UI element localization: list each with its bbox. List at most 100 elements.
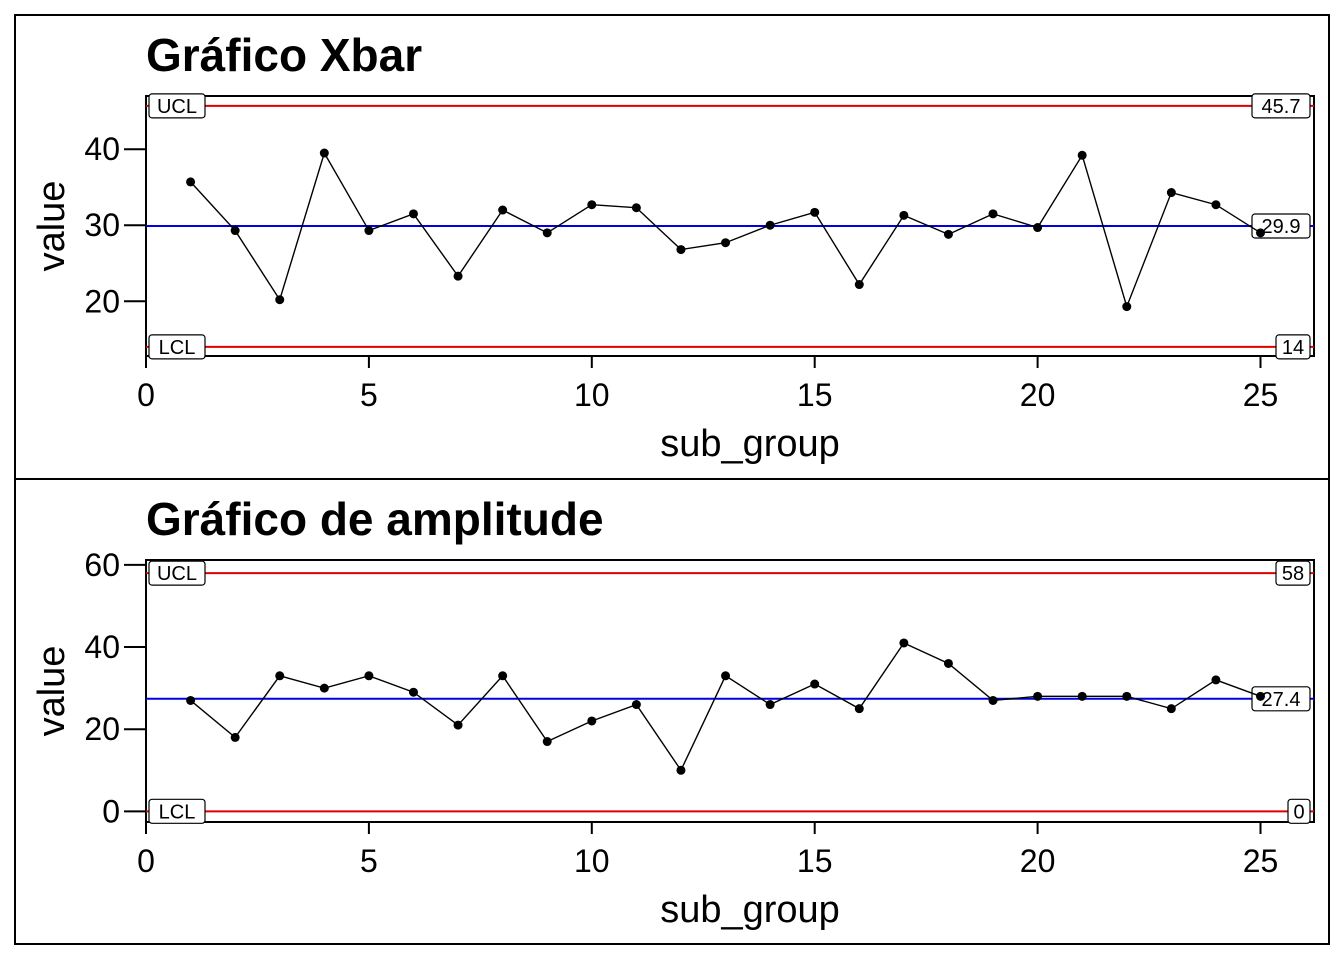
data-point: [1211, 200, 1221, 210]
data-point: [765, 700, 775, 710]
x-tick-label: 20: [1020, 377, 1056, 413]
ucl-value-label-box: [1275, 560, 1311, 586]
y-axis-label: value: [31, 646, 73, 737]
data-point: [453, 271, 463, 281]
data-point: [587, 716, 597, 726]
data-point: [943, 658, 953, 668]
x-tick-label: 10: [574, 377, 610, 413]
data-point: [408, 687, 418, 697]
y-tick-label: 60: [84, 547, 120, 583]
data-point: [943, 229, 953, 239]
data-point: [988, 695, 998, 705]
data-point: [1077, 691, 1087, 701]
lcl-value-label: 0: [1293, 801, 1304, 823]
data-point: [587, 200, 597, 210]
data-point: [1033, 691, 1043, 701]
data-point: [453, 720, 463, 730]
data-point: [988, 209, 998, 219]
lcl-name-label: LCL: [159, 801, 196, 823]
data-point: [810, 207, 820, 217]
data-point: [230, 226, 240, 236]
chart-title: Gráfico de amplitude: [146, 493, 604, 545]
x-axis-label: sub_group: [660, 423, 840, 465]
data-point: [1211, 675, 1221, 685]
ucl-value-label: 45.7: [1262, 96, 1301, 118]
lcl-name-label: LCL: [159, 337, 196, 359]
y-tick-label: 40: [84, 629, 120, 665]
data-point: [810, 679, 820, 689]
center-value-label-box: [1251, 686, 1311, 712]
center-value-label: 29.9: [1262, 216, 1301, 238]
data-point: [721, 238, 731, 248]
data-point: [498, 671, 508, 681]
data-point: [542, 228, 552, 238]
data-point: [186, 695, 196, 705]
data-point: [899, 638, 909, 648]
lcl-value-label-box: [1275, 334, 1311, 360]
data-point: [765, 220, 775, 230]
data-point: [1077, 150, 1087, 160]
data-point: [542, 737, 552, 747]
data-point: [676, 765, 686, 775]
x-tick-label: 15: [797, 843, 833, 879]
series-line: [190, 151, 1261, 309]
x-tick-label: 0: [137, 377, 155, 413]
x-tick-label: 5: [360, 843, 378, 879]
chart-title: Gráfico Xbar: [146, 29, 422, 81]
data-point: [676, 245, 686, 255]
ucl-name-label-box: [148, 93, 206, 119]
data-point: [408, 209, 418, 219]
y-tick-label: 30: [84, 207, 120, 243]
plot-area: [145, 559, 1315, 823]
data-point: [1166, 188, 1176, 198]
data-point: [631, 203, 641, 213]
data-point: [230, 732, 240, 742]
ucl-value-label: 58: [1282, 563, 1304, 585]
data-point: [1256, 691, 1266, 701]
series-line: [190, 642, 1261, 772]
data-point: [899, 210, 909, 220]
lcl-name-label-box: [148, 798, 206, 824]
x-tick-label: 10: [574, 843, 610, 879]
data-point: [1033, 223, 1043, 233]
ucl-name-label: UCL: [157, 96, 197, 118]
data-point: [275, 295, 285, 305]
data-point: [1166, 704, 1176, 714]
y-tick-label: 20: [84, 283, 120, 319]
data-point: [631, 700, 641, 710]
lcl-value-label-box: [1287, 798, 1311, 824]
data-point: [854, 280, 864, 290]
range-chart-panel: Gráfico de amplitude 58 UCL 27.4 0 LCL 0 5 10 15 2…: [14, 478, 1330, 945]
x-tick-label: 0: [137, 843, 155, 879]
data-point: [854, 704, 864, 714]
x-tick-label: 25: [1243, 843, 1279, 879]
data-point: [1122, 691, 1132, 701]
lcl-value-label: 14: [1282, 337, 1304, 359]
x-tick-label: 20: [1020, 843, 1056, 879]
y-axis-label: value: [31, 181, 73, 272]
y-tick-label: 40: [84, 131, 120, 167]
data-point: [319, 148, 329, 158]
data-point: [364, 671, 374, 681]
x-tick-label: 15: [797, 377, 833, 413]
ucl-value-label-box: [1251, 93, 1311, 119]
y-tick-label: 20: [84, 711, 120, 747]
xbar-chart-panel: Gráfico Xbar 45.7 UCL 29.9 14 LCL 0 5 10 15 20 25 20…: [14, 14, 1330, 480]
data-point: [319, 683, 329, 693]
data-point: [1256, 228, 1266, 238]
lcl-name-label-box: [148, 334, 206, 360]
y-tick-label: 0: [102, 793, 120, 829]
ucl-name-label: UCL: [157, 563, 197, 585]
data-point: [275, 671, 285, 681]
ucl-name-label-box: [148, 560, 206, 586]
center-value-label: 27.4: [1262, 689, 1301, 711]
x-tick-label: 5: [360, 377, 378, 413]
data-point: [1122, 302, 1132, 312]
x-tick-label: 25: [1243, 377, 1279, 413]
data-point: [498, 205, 508, 215]
x-axis-label: sub_group: [660, 889, 840, 931]
center-value-label-box: [1251, 213, 1311, 239]
data-point: [186, 177, 196, 187]
